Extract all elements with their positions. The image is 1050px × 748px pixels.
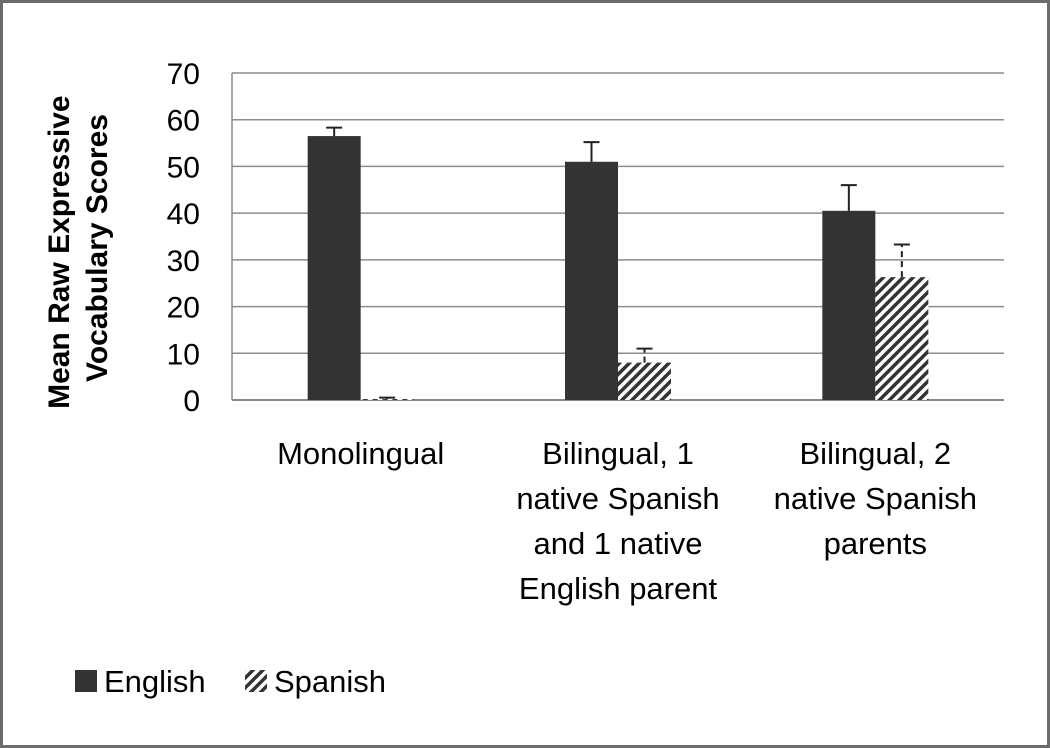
- y-tick-label: 0: [183, 385, 200, 418]
- bar-english: [822, 210, 876, 400]
- legend-label-spanish: Spanish: [274, 664, 386, 699]
- bar-spanish: [875, 277, 929, 400]
- y-tick-label: 10: [167, 338, 200, 371]
- x-category-label: Monolingual: [277, 436, 444, 471]
- y-tick-label: 70: [167, 58, 200, 91]
- y-tick-label: 40: [167, 198, 200, 231]
- x-category-label: Bilingual, 1 native Spanish and 1 native En…: [516, 436, 719, 606]
- legend-swatch-english: [75, 670, 97, 692]
- bar-spanish: [360, 399, 414, 400]
- y-tick-label: 50: [167, 151, 200, 184]
- bar-english: [565, 161, 618, 400]
- x-category-label: Bilingual, 2 native Spanish parents: [774, 436, 977, 561]
- legend-swatch-spanish: [245, 670, 267, 692]
- y-tick-label: 60: [167, 105, 200, 138]
- bars: [307, 126, 929, 401]
- bar-spanish: [618, 362, 671, 400]
- y-tick-labels: 0 10 20 30 40 50 60 70: [167, 58, 200, 418]
- legend-label-english: English: [104, 664, 206, 699]
- y-tick-label: 20: [167, 292, 200, 325]
- x-category-labels: Monolingual Bilingual, 1 native Spanish and…: [277, 436, 977, 606]
- legend: English Spanish: [75, 664, 386, 699]
- bar-english: [307, 136, 361, 401]
- y-tick-label: 30: [167, 245, 200, 278]
- y-axis-label: Mean Raw Expressive Vocabulary Scores: [43, 87, 114, 409]
